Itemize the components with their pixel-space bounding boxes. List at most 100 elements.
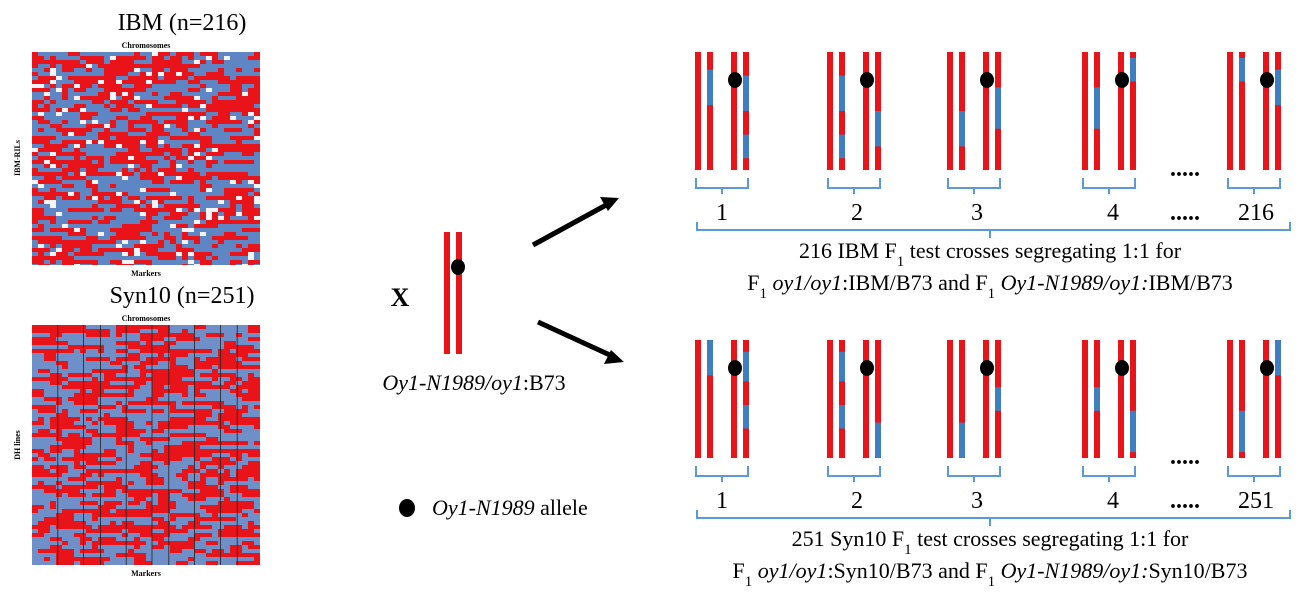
- heatmap-cell: [248, 441, 254, 445]
- heatmap-cell: [206, 80, 212, 84]
- heatmap-cell: [62, 112, 68, 116]
- heatmap-cell: [248, 401, 254, 405]
- heatmap-cell: [74, 449, 80, 453]
- heatmap-cell: [164, 216, 170, 220]
- heatmap-cell: [248, 140, 254, 144]
- heatmap-cell: [242, 76, 248, 80]
- heatmap-cell: [110, 88, 116, 92]
- heatmap-cell: [176, 509, 182, 513]
- heatmap-cell: [212, 449, 218, 453]
- heatmap-cell: [68, 509, 74, 513]
- heatmap-cell: [230, 140, 236, 144]
- heatmap-cell: [146, 425, 152, 429]
- heatmap-cell: [128, 537, 134, 541]
- heatmap-cell: [218, 140, 224, 144]
- heatmap-cell: [56, 537, 62, 541]
- heatmap-cell: [98, 501, 104, 505]
- heatmap-cell: [140, 260, 146, 264]
- heatmap-cell: [92, 537, 98, 541]
- heatmap-cell: [182, 537, 188, 541]
- heatmap-cell: [32, 180, 38, 184]
- heatmap-cell: [92, 441, 98, 445]
- heatmap-cell: [248, 521, 254, 525]
- heatmap-cell: [218, 60, 224, 64]
- heatmap-cell: [206, 256, 212, 260]
- heatmap-cell: [194, 164, 200, 168]
- heatmap-cell: [86, 92, 92, 96]
- heatmap-cell: [92, 132, 98, 136]
- allele-dot: [980, 72, 994, 88]
- heatmap-cell: [62, 473, 68, 477]
- heatmap-cell: [80, 256, 86, 260]
- heatmap-cell: [98, 457, 104, 461]
- heatmap-cell: [32, 208, 38, 212]
- heatmap-cell: [80, 329, 86, 333]
- heatmap-cell: [242, 497, 248, 501]
- heatmap-cell: [152, 333, 158, 337]
- heatmap-cell: [218, 401, 224, 405]
- heatmap-cell: [194, 128, 200, 132]
- heatmap-cell: [98, 549, 104, 553]
- heatmap-cell: [206, 525, 212, 529]
- heatmap-cell: [248, 68, 254, 72]
- heatmap-cell: [62, 525, 68, 529]
- heatmap-cell: [80, 533, 86, 537]
- heatmap-cell: [122, 180, 128, 184]
- heatmap-cell: [32, 429, 38, 433]
- heatmap-cell: [128, 120, 134, 124]
- heatmap-cell: [116, 144, 122, 148]
- heatmap-cell: [134, 457, 140, 461]
- heatmap-cell: [116, 497, 122, 501]
- heatmap-cell: [92, 353, 98, 357]
- heatmap-cell: [176, 469, 182, 473]
- heatmap-cell: [224, 76, 230, 80]
- heatmap-cell: [62, 180, 68, 184]
- heatmap-cell: [38, 232, 44, 236]
- heatmap-cell: [158, 325, 164, 329]
- heatmap-cell: [158, 192, 164, 196]
- heatmap-cell: [242, 60, 248, 64]
- heatmap-cell: [170, 72, 176, 76]
- heatmap-cell: [152, 477, 158, 481]
- heatmap-cell: [50, 152, 56, 156]
- heatmap-cell: [74, 517, 80, 521]
- heatmap-cell: [176, 433, 182, 437]
- heatmap-cell: [218, 132, 224, 136]
- heatmap-cell: [248, 120, 254, 124]
- heatmap-cell: [50, 192, 56, 196]
- heatmap-cell: [248, 421, 254, 425]
- heatmap-cell: [92, 128, 98, 132]
- heatmap-cell: [182, 329, 188, 333]
- heatmap-cell: [32, 132, 38, 136]
- heatmap-cell: [86, 84, 92, 88]
- heatmap-cell: [152, 164, 158, 168]
- heatmap-cell: [110, 421, 116, 425]
- heatmap-cell: [56, 108, 62, 112]
- heatmap-cell: [200, 220, 206, 224]
- heatmap-cell: [62, 393, 68, 397]
- heatmap-cell: [86, 557, 92, 561]
- heatmap-cell: [158, 553, 164, 557]
- heatmap-cell: [152, 373, 158, 377]
- heatmap-cell: [116, 72, 122, 76]
- heatmap-cell: [56, 561, 62, 565]
- heatmap-cell: [116, 228, 122, 232]
- heatmap-cell: [62, 537, 68, 541]
- heatmap-cell: [158, 413, 164, 417]
- heatmap-cell: [122, 461, 128, 465]
- heatmap-cell: [104, 421, 110, 425]
- heatmap-cell: [158, 337, 164, 341]
- heatmap-cell: [146, 465, 152, 469]
- heatmap-cell: [254, 553, 260, 557]
- heatmap-cell: [32, 533, 38, 537]
- heatmap-cell: [200, 553, 206, 557]
- heatmap-cell: [188, 513, 194, 517]
- heatmap-cell: [62, 513, 68, 517]
- heatmap-cell: [98, 521, 104, 525]
- heatmap-cell: [254, 148, 260, 152]
- heatmap-cell: [92, 445, 98, 449]
- heatmap-cell: [92, 381, 98, 385]
- heatmap-cell: [62, 557, 68, 561]
- gap-marker: .....: [1170, 156, 1200, 182]
- heatmap-cell: [62, 433, 68, 437]
